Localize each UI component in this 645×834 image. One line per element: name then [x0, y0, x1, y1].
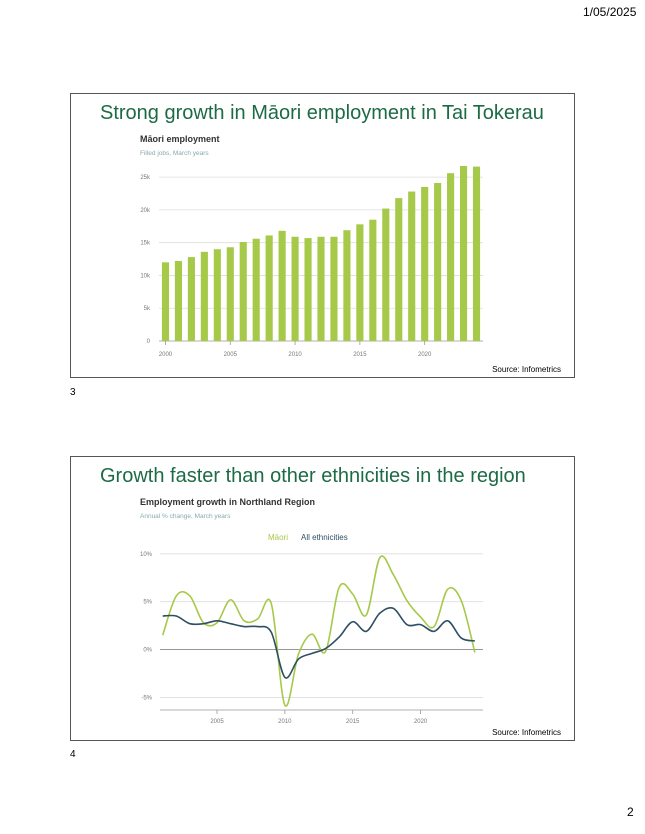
chart-title: Employment growth in Northland Region — [140, 497, 315, 507]
bar — [317, 236, 325, 341]
x-tick-label: 2010 — [278, 719, 292, 725]
x-tick-label: 2015 — [346, 719, 360, 725]
chart-subtitle: Filled jobs, March years — [140, 150, 209, 157]
chart-title: Māori employment — [140, 134, 220, 144]
y-tick-label: 15k — [140, 241, 151, 247]
x-tick-label: 2010 — [288, 352, 302, 358]
bar — [395, 198, 403, 341]
y-tick-label: 0 — [147, 339, 151, 345]
bar — [239, 242, 247, 341]
source-note: Source: Infometrics — [492, 728, 561, 737]
x-tick-label: 2020 — [414, 719, 428, 725]
slide-number: 3 — [70, 387, 76, 398]
page-number: 2 — [627, 805, 634, 819]
bar — [278, 230, 286, 341]
source-note: Source: Infometrics — [492, 365, 561, 374]
legend-maori: Māori — [268, 533, 288, 542]
bar — [382, 208, 390, 341]
print-date: 1/05/2025 — [583, 5, 637, 19]
bar — [356, 224, 364, 341]
slide-title: Strong growth in Māori employment in Tai… — [100, 102, 544, 124]
bar — [265, 235, 273, 341]
x-tick-label: 2020 — [418, 352, 432, 358]
x-tick-label: 2000 — [159, 352, 173, 358]
y-tick-label: 20k — [140, 208, 151, 214]
employment-growth-line-chart: Employment growth in Northland Region An… — [140, 497, 483, 725]
y-tick-label: 10k — [140, 273, 151, 279]
maori-employment-bar-chart: Māori employment Filled jobs, March year… — [140, 134, 483, 358]
bar — [330, 236, 338, 341]
bar — [291, 236, 299, 341]
y-tick-label: 0% — [143, 648, 152, 654]
bar — [226, 247, 234, 341]
legend: Māori All ethnicities — [268, 533, 348, 542]
bar — [421, 186, 429, 341]
bar — [304, 238, 312, 341]
bar — [408, 191, 416, 341]
bar — [161, 262, 170, 341]
bar — [472, 166, 481, 341]
y-tick-label: 25k — [140, 175, 151, 181]
slide-number: 4 — [70, 749, 76, 760]
x-tick-label: 2005 — [210, 719, 224, 725]
slide-title: Growth faster than other ethnicities in … — [100, 465, 526, 487]
slide-employment-growth: Growth faster than other ethnicities in … — [70, 456, 575, 741]
y-tick-label: -5% — [141, 695, 152, 701]
chart-subtitle: Annual % change, March years — [140, 513, 231, 520]
bar — [434, 183, 442, 341]
bar — [343, 230, 351, 341]
y-tick-label: 5% — [143, 600, 152, 606]
x-tick-label: 2005 — [224, 352, 238, 358]
y-tick-label: 10% — [140, 552, 153, 558]
bar — [447, 173, 455, 341]
legend-all-ethnicities: All ethnicities — [301, 533, 348, 542]
slide-maori-employment: Strong growth in Māori employment in Tai… — [70, 93, 575, 378]
y-tick-label: 5k — [144, 306, 151, 312]
series-line-maori — [161, 555, 476, 707]
bar — [252, 238, 260, 341]
x-tick-label: 2015 — [353, 352, 367, 358]
bar — [369, 219, 377, 341]
bar — [459, 165, 468, 341]
series-line-all-ethnicities — [162, 606, 476, 679]
bar — [174, 261, 183, 341]
bar — [200, 251, 208, 341]
bar — [187, 257, 195, 341]
bar — [213, 249, 221, 341]
